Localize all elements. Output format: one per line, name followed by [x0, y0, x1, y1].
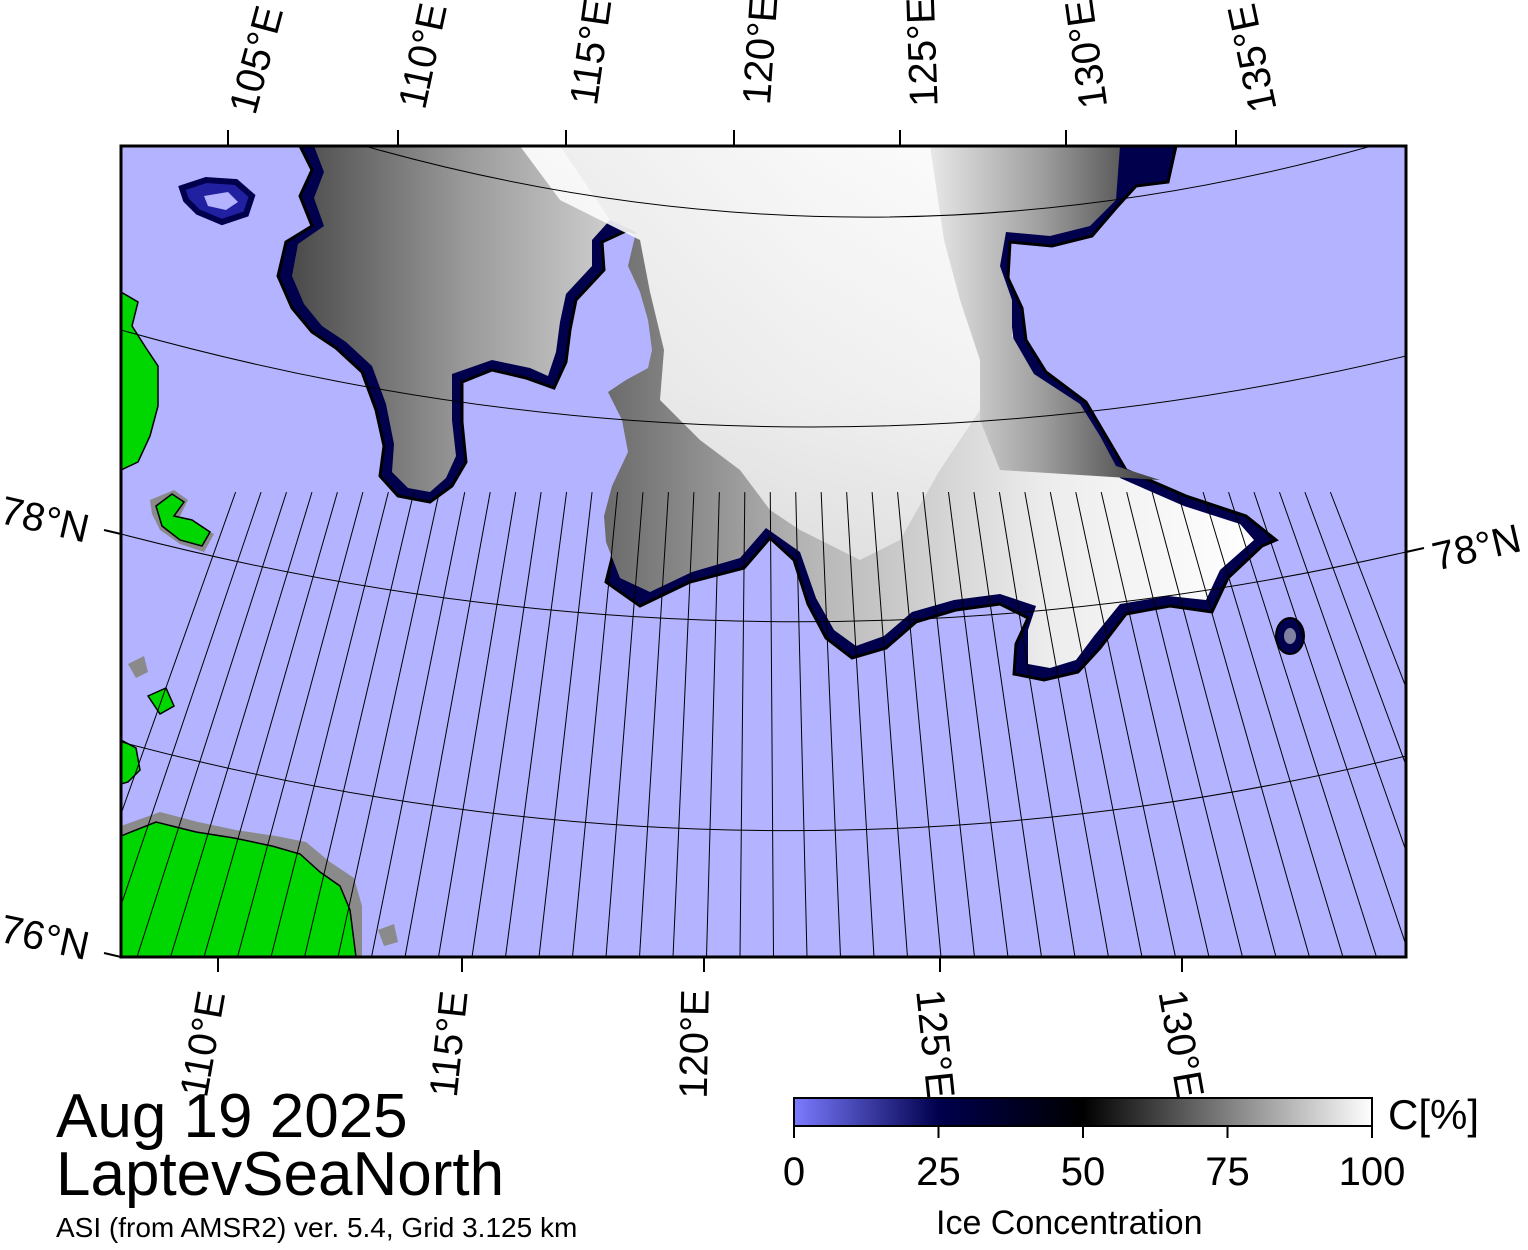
meridian-line — [1228, 491, 1378, 957]
meridian-line — [538, 492, 593, 957]
frame-tick — [1405, 547, 1425, 553]
meridian-line — [897, 492, 942, 957]
meridian-line — [820, 492, 842, 957]
meridian-line — [1202, 491, 1344, 957]
colorbar — [793, 1097, 1373, 1127]
meridian-line — [846, 492, 875, 957]
meridian-line — [270, 491, 389, 957]
colorbar-tick-label: 0 — [782, 1150, 806, 1194]
meridian-line — [1177, 491, 1311, 957]
meridian-line — [303, 492, 415, 957]
colorbar-tick-label: 100 — [1338, 1150, 1406, 1194]
meridian-line — [1100, 492, 1210, 957]
latitude-line — [121, 741, 1406, 832]
lon-label-bottom: 120°E — [671, 988, 718, 1100]
frame-ticks — [103, 130, 1425, 972]
ice-ring-hole — [204, 192, 238, 210]
land-islet — [378, 924, 398, 946]
meridian-line — [136, 491, 287, 957]
meridian-line — [571, 492, 618, 957]
ice-pack-right — [930, 146, 1160, 480]
meridian-line — [605, 492, 644, 957]
frame-tick — [103, 952, 122, 958]
meridian-line — [504, 492, 568, 957]
map-date: Aug 19 2025 — [56, 1082, 408, 1151]
land-island-1 — [155, 493, 211, 547]
meridian-line — [337, 492, 440, 957]
meridian-line — [1075, 492, 1177, 957]
ice-pack-north — [520, 146, 1000, 560]
meridian-line — [1329, 491, 1406, 689]
meridian-line — [471, 492, 542, 957]
map-region-name: LaptevSeaNorth — [56, 1140, 505, 1209]
meridian-line — [1024, 492, 1110, 957]
meridian-line — [121, 491, 262, 907]
meridian-line — [672, 492, 695, 957]
land-taymyr — [121, 821, 357, 957]
meridian-line — [1304, 491, 1406, 767]
meridian-line — [121, 491, 237, 816]
meridian-line — [739, 492, 746, 957]
meridian-line — [1151, 491, 1277, 957]
colorbar-unit: C[%] — [1388, 1091, 1480, 1138]
meridian-line — [236, 491, 364, 957]
meridian-line — [638, 492, 669, 957]
colorbar-tick-label: 75 — [1205, 1150, 1250, 1194]
colorbar-ticks — [793, 1126, 1373, 1138]
colorbar-tick-label: 50 — [1060, 1150, 1106, 1194]
meridian-line — [1049, 492, 1143, 957]
meridian-line — [370, 492, 466, 957]
lon-label-bottom: 115°E — [421, 988, 477, 1100]
land-mass-north — [121, 291, 159, 471]
data-source-note: ASI (from AMSR2) ver. 5.4, Grid 3.125 km — [56, 1212, 578, 1243]
meridian-line — [705, 492, 720, 957]
ice-pack-left — [292, 146, 640, 492]
latitude-line — [362, 146, 1374, 218]
meridian-line — [871, 492, 909, 957]
meridian-line — [404, 492, 491, 957]
frame-tick — [103, 529, 122, 535]
latitude-line — [121, 329, 1406, 428]
meridian-line — [1278, 491, 1406, 853]
meridian-line — [1126, 491, 1244, 957]
latitude-line — [121, 533, 1406, 623]
meridian-line — [169, 491, 313, 957]
lon-label-top: 125°E — [898, 0, 947, 108]
meridian-line — [922, 492, 976, 957]
lon-label-top: 120°E — [734, 0, 787, 107]
meridian-line — [947, 492, 1009, 957]
meridian-line — [1253, 491, 1406, 947]
meridian-line — [203, 491, 338, 957]
land-island-2 — [128, 656, 148, 678]
colorbar-tick-label: 25 — [916, 1150, 961, 1194]
meridian-line — [998, 492, 1076, 957]
meridian-line — [437, 492, 517, 957]
graticule — [121, 146, 1406, 957]
ice-floe-core — [1284, 628, 1296, 644]
colorbar-title: Ice Concentration — [936, 1204, 1203, 1242]
meridian-line — [795, 492, 808, 957]
meridian-line — [769, 492, 775, 957]
meridian-line — [973, 492, 1043, 957]
lon-label-bottom: 125°E — [907, 987, 963, 1101]
